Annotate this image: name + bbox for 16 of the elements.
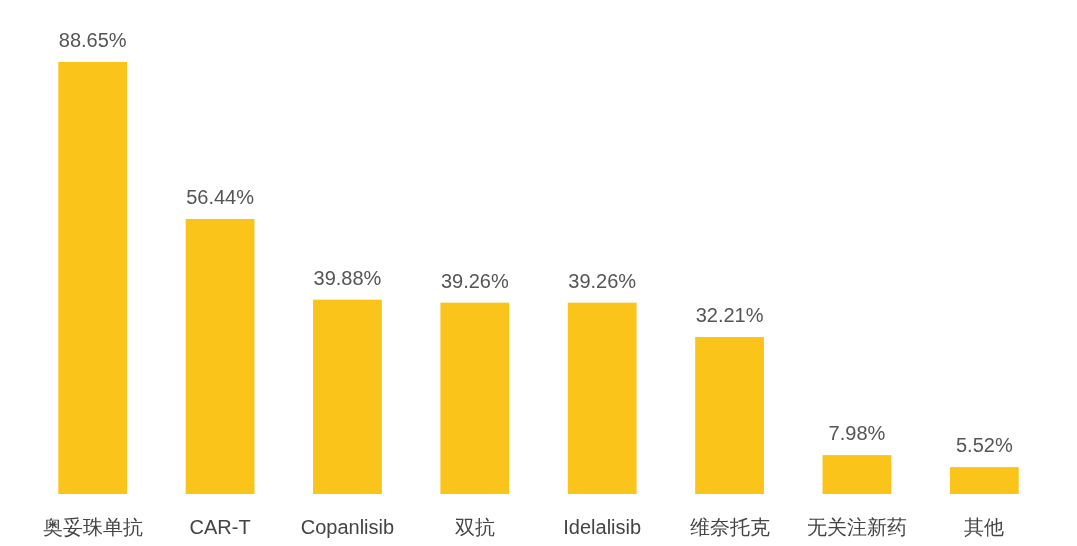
x-tick-label: 维奈托克	[689, 516, 770, 538]
data-label: 39.88%	[313, 266, 382, 289]
data-label: 88.65%	[58, 29, 127, 51]
data-label: 32.21%	[695, 304, 764, 327]
data-label: 39.26%	[440, 269, 509, 292]
x-tick-label: Idelalisib	[563, 516, 642, 538]
data-label: 5.52%	[955, 434, 1013, 457]
x-tick-label: 无关注新药	[806, 516, 907, 538]
data-label: 7.98%	[828, 422, 886, 445]
data-label: 56.44%	[186, 185, 255, 208]
x-tick-label: Copanlisib	[300, 516, 395, 538]
x-tick-label: CAR-T	[189, 516, 251, 538]
x-tick-label: 双抗	[454, 516, 495, 538]
data-label: 39.26%	[568, 269, 637, 292]
x-tick-label: 奥妥珠单抗	[42, 516, 143, 538]
x-tick-label: 其他	[964, 516, 1005, 538]
